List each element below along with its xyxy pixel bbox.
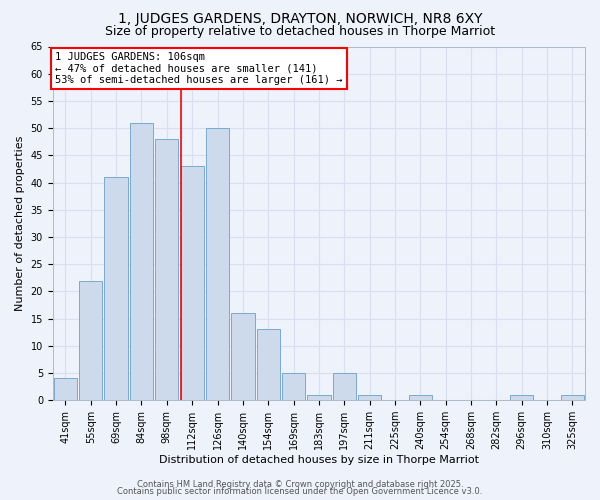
Bar [282, 373, 305, 400]
Text: 1 JUDGES GARDENS: 106sqm
← 47% of detached houses are smaller (141)
53% of semi-: 1 JUDGES GARDENS: 106sqm ← 47% of detach… [55, 52, 343, 85]
Bar [79, 280, 103, 400]
Bar [358, 395, 381, 400]
Bar [155, 139, 178, 400]
Bar [181, 166, 204, 400]
Bar [130, 122, 153, 400]
Y-axis label: Number of detached properties: Number of detached properties [15, 136, 25, 311]
Text: Contains HM Land Registry data © Crown copyright and database right 2025.: Contains HM Land Registry data © Crown c… [137, 480, 463, 489]
Bar [409, 395, 432, 400]
Bar [332, 373, 356, 400]
Bar [510, 395, 533, 400]
Bar [54, 378, 77, 400]
Text: Size of property relative to detached houses in Thorpe Marriot: Size of property relative to detached ho… [105, 25, 495, 38]
Bar [231, 313, 254, 400]
Text: Contains public sector information licensed under the Open Government Licence v3: Contains public sector information licen… [118, 487, 482, 496]
Bar [257, 330, 280, 400]
Bar [206, 128, 229, 400]
Bar [307, 395, 331, 400]
Bar [560, 395, 584, 400]
X-axis label: Distribution of detached houses by size in Thorpe Marriot: Distribution of detached houses by size … [159, 455, 479, 465]
Text: 1, JUDGES GARDENS, DRAYTON, NORWICH, NR8 6XY: 1, JUDGES GARDENS, DRAYTON, NORWICH, NR8… [118, 12, 482, 26]
Bar [104, 177, 128, 400]
